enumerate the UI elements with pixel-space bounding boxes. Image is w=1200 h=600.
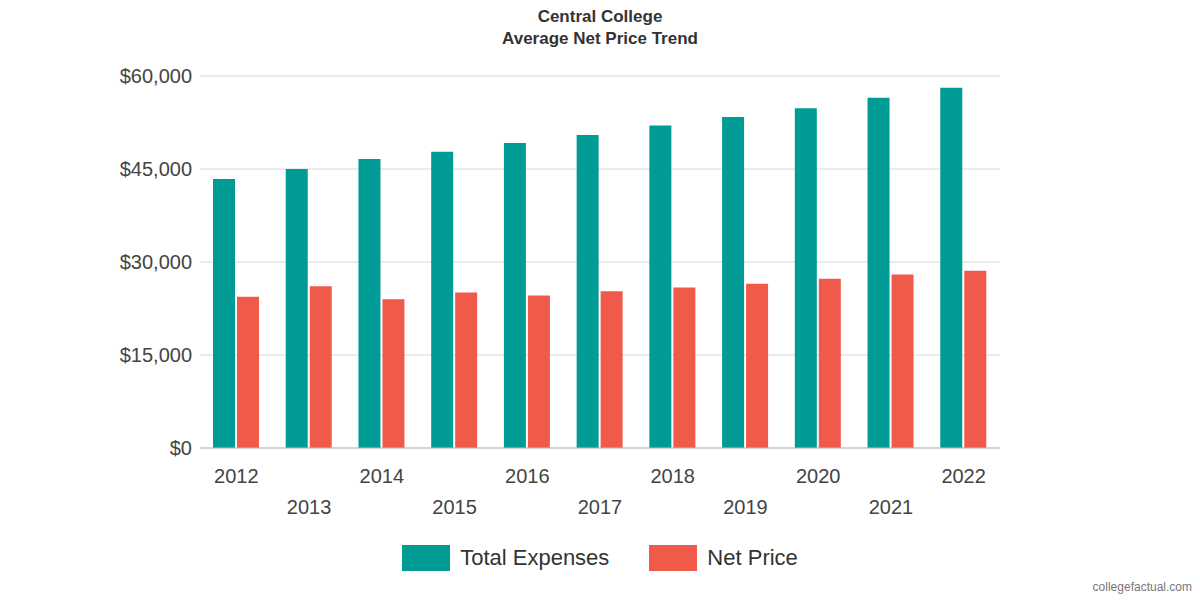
svg-text:2016: 2016 [505,465,550,487]
svg-text:2017: 2017 [578,496,623,518]
svg-text:$15,000: $15,000 [120,344,192,366]
svg-text:$30,000: $30,000 [120,251,192,273]
svg-text:2022: 2022 [941,465,986,487]
svg-text:2012: 2012 [214,465,259,487]
svg-text:$0: $0 [170,437,192,459]
svg-text:2013: 2013 [287,496,332,518]
html-text:Average Net Price Trend: Average Net Price Trend [502,29,698,48]
svg-text:2014: 2014 [360,465,405,487]
svg-text:2021: 2021 [869,496,914,518]
svg-text:2020: 2020 [796,465,841,487]
svg-text:$60,000: $60,000 [120,65,192,87]
html-text:Total Expenses: Total Expenses [460,545,610,570]
svg-text:2018: 2018 [650,465,695,487]
svg-text:2019: 2019 [723,496,768,518]
html-text:Net Price: Net Price [707,545,798,570]
svg-text:$45,000: $45,000 [120,158,192,180]
svg-text:2015: 2015 [432,496,477,518]
html-text:collegefactual.com: collegefactual.com [1092,580,1192,594]
html-text:Central College: Central College [537,7,663,26]
